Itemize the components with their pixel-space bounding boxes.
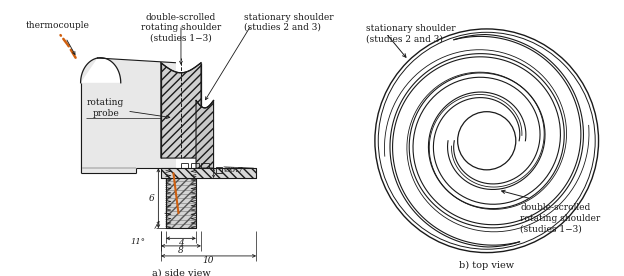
Text: stationary shoulder
(studies 2 and 3): stationary shoulder (studies 2 and 3) [366,25,456,44]
Text: a) side view: a) side view [152,269,210,276]
Text: double-scrolled
rotating shoulder
(studies 1−3): double-scrolled rotating shoulder (studi… [141,12,221,42]
Text: Ø0.7: Ø0.7 [223,166,244,174]
Text: thermocouple: thermocouple [26,21,90,30]
Polygon shape [166,168,196,228]
Text: 10: 10 [203,256,214,266]
Text: b) top view: b) top view [459,261,514,270]
Bar [216,167,222,173]
Text: rotating
probe: rotating probe [87,98,170,119]
Polygon shape [80,58,176,173]
Text: stationary shoulder
(studies 2 and 3): stationary shoulder (studies 2 and 3) [244,12,333,32]
Polygon shape [161,63,201,158]
Polygon shape [161,168,256,178]
Text: double-scrolled
rotating shoulder
(studies 1−3): double-scrolled rotating shoulder (studi… [520,203,600,233]
Polygon shape [196,100,213,168]
Text: 6: 6 [149,194,155,203]
Text: 11°: 11° [131,238,146,246]
Text: 4: 4 [178,239,184,248]
Text: 8: 8 [178,246,184,255]
